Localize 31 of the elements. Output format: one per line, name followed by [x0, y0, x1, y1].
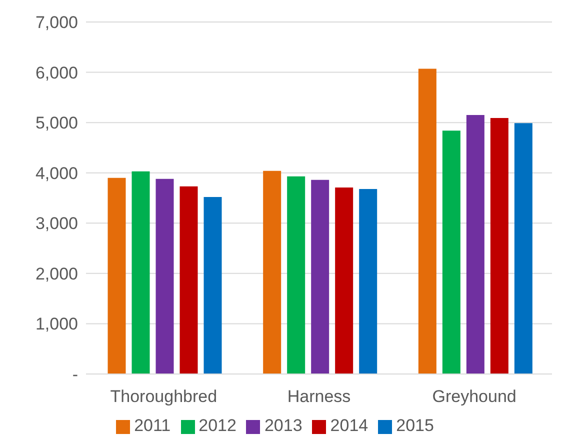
bar — [108, 178, 126, 374]
legend-label: 2011 — [134, 416, 171, 435]
bar — [466, 115, 484, 374]
legend-label: 2014 — [330, 416, 368, 435]
x-tick-label: Greyhound — [432, 387, 516, 406]
bar — [311, 180, 330, 374]
y-tick-label: 1,000 — [35, 314, 78, 334]
x-tick-label: Harness — [287, 387, 351, 406]
y-tick-label: 3,000 — [35, 214, 78, 234]
bar — [132, 171, 150, 374]
y-tick-label: 4,000 — [35, 164, 78, 183]
bar — [263, 170, 282, 374]
bar — [359, 188, 378, 374]
legend-label: 2015 — [396, 416, 434, 435]
bar — [490, 118, 508, 374]
bar — [442, 130, 460, 374]
legend-label: 2013 — [264, 416, 302, 435]
bar — [156, 178, 174, 374]
y-tick-label: 7,000 — [35, 13, 78, 32]
y-tick-label: 2,000 — [35, 264, 78, 284]
bar — [514, 123, 532, 374]
bar — [335, 187, 354, 374]
x-tick-label: Thoroughbred — [110, 387, 218, 406]
y-tick-label: 5,000 — [35, 114, 78, 133]
y-tick-label: - — [72, 365, 78, 384]
y-tick-label: 6,000 — [35, 63, 78, 82]
legend-label: 2012 — [198, 416, 236, 435]
bar — [287, 176, 306, 374]
bar — [180, 186, 198, 374]
bar — [204, 196, 222, 374]
bar — [418, 68, 436, 374]
